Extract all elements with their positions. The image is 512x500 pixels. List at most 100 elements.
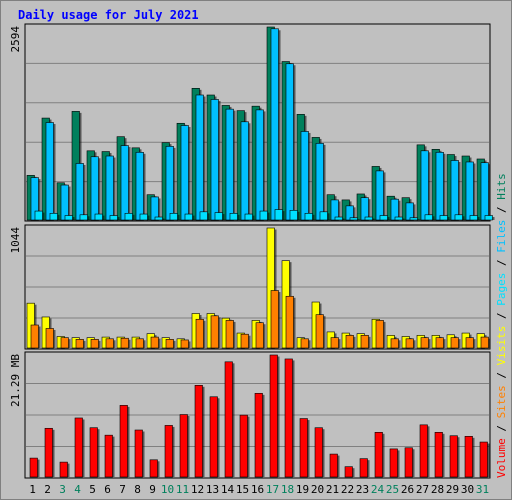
bar-sites-day-16 xyxy=(255,322,264,349)
bar-sites-day-14 xyxy=(225,320,234,349)
bar-pages-day-1 xyxy=(34,210,43,221)
bar-volume-day-4 xyxy=(74,417,83,478)
x-tick-label-day-22: 22 xyxy=(341,483,354,496)
bar-sites-day-20 xyxy=(315,314,324,349)
bar-pages-day-5 xyxy=(94,213,103,221)
legend: Volume / Sites / Visits / Pages / Files … xyxy=(495,173,508,478)
x-tick-label-day-21: 21 xyxy=(326,483,339,496)
bar-sites-day-26 xyxy=(405,338,414,349)
x-tick-label-day-26: 26 xyxy=(401,483,414,496)
bar-sites-day-12 xyxy=(195,318,204,349)
bar-pages-day-25 xyxy=(394,216,403,221)
bar-sites-day-19 xyxy=(300,338,309,349)
bar-files-day-5 xyxy=(90,156,99,221)
bar-sites-day-1 xyxy=(30,324,39,349)
bar-volume-day-27 xyxy=(419,424,428,478)
x-tick-label-day-6: 6 xyxy=(104,483,111,496)
legend-sites: Sites xyxy=(495,385,508,418)
x-tick-label-day-20: 20 xyxy=(311,483,324,496)
x-tick-label-day-12: 12 xyxy=(191,483,204,496)
bar-volume-day-28 xyxy=(434,432,443,478)
x-tick-label-day-2: 2 xyxy=(44,483,51,496)
bar-sites-day-3 xyxy=(60,337,69,349)
x-tick-label-day-10: 10 xyxy=(161,483,174,496)
bar-sites-day-13 xyxy=(210,315,219,349)
bar-volume-day-14 xyxy=(224,361,233,478)
bar-sites-day-31 xyxy=(480,336,489,349)
bar-files-day-2 xyxy=(45,122,54,221)
bar-sites-day-30 xyxy=(465,337,474,349)
bar-pages-day-20 xyxy=(319,211,328,221)
x-tick-label-day-30: 30 xyxy=(461,483,474,496)
y-max-label-volume: 21.29 MB xyxy=(9,354,22,407)
x-tick-label-day-14: 14 xyxy=(221,483,235,496)
bar-pages-day-14 xyxy=(229,213,238,221)
x-tick-label-day-5: 5 xyxy=(89,483,96,496)
bar-volume-day-16 xyxy=(254,393,263,478)
x-tick-label-day-23: 23 xyxy=(356,483,369,496)
bar-sites-day-15 xyxy=(240,333,249,349)
x-tick-label-day-8: 8 xyxy=(134,483,141,496)
bar-pages-day-27 xyxy=(424,214,433,221)
bar-pages-day-3 xyxy=(64,215,73,221)
bar-pages-day-30 xyxy=(469,215,478,221)
bar-sites-day-18 xyxy=(285,295,294,349)
x-tick-label-day-9: 9 xyxy=(149,483,156,496)
bar-files-day-14 xyxy=(225,108,234,221)
bar-sites-day-25 xyxy=(390,338,399,349)
bar-volume-day-17 xyxy=(269,354,278,478)
y-max-label-hits_files_pages: 2594 xyxy=(9,26,22,53)
bar-volume-day-30 xyxy=(464,436,473,478)
bar-pages-day-7 xyxy=(124,213,133,221)
bar-files-day-11 xyxy=(180,125,189,221)
bar-pages-day-12 xyxy=(199,211,208,221)
x-tick-label-day-15: 15 xyxy=(236,483,249,496)
bar-pages-day-15 xyxy=(244,213,253,221)
bar-volume-day-3 xyxy=(59,461,68,478)
legend-separator: / xyxy=(495,365,508,385)
bar-volume-day-1 xyxy=(29,457,38,478)
bar-sites-day-5 xyxy=(90,339,99,349)
bar-volume-day-12 xyxy=(194,385,203,478)
legend-pages: Pages xyxy=(495,273,508,306)
bar-files-day-24 xyxy=(375,170,384,221)
bar-pages-day-6 xyxy=(109,215,118,221)
bar-volume-day-8 xyxy=(134,429,143,478)
bar-files-day-16 xyxy=(255,109,264,221)
bar-pages-day-10 xyxy=(169,213,178,221)
chart-title: Daily usage for July 2021 xyxy=(18,8,199,22)
x-tick-label-day-3: 3 xyxy=(59,483,66,496)
bar-files-day-28 xyxy=(435,151,444,221)
bar-files-day-15 xyxy=(240,121,249,221)
bar-files-day-31 xyxy=(480,162,489,221)
bar-files-day-27 xyxy=(420,150,429,221)
bar-sites-day-23 xyxy=(360,335,369,349)
bar-volume-day-15 xyxy=(239,414,248,478)
x-tick-label-day-24: 24 xyxy=(371,483,385,496)
bar-volume-day-31 xyxy=(479,441,488,478)
legend-separator: / xyxy=(495,253,508,273)
bar-files-day-13 xyxy=(210,99,219,221)
bar-pages-day-17 xyxy=(274,209,283,221)
bar-volume-day-11 xyxy=(179,414,188,478)
x-tick-label-day-19: 19 xyxy=(296,483,309,496)
legend-separator: / xyxy=(495,200,508,220)
bar-pages-day-19 xyxy=(304,213,313,221)
bar-files-day-18 xyxy=(285,63,294,221)
bar-sites-day-2 xyxy=(45,328,54,349)
bar-sites-day-7 xyxy=(120,337,129,349)
x-tick-label-day-25: 25 xyxy=(386,483,399,496)
x-tick-label-day-7: 7 xyxy=(119,483,126,496)
x-tick-label-day-27: 27 xyxy=(416,483,429,496)
bar-sites-day-4 xyxy=(75,339,84,349)
x-tick-label-day-28: 28 xyxy=(431,483,444,496)
bars-layer xyxy=(26,26,495,478)
x-tick-label-day-29: 29 xyxy=(446,483,459,496)
x-tick-label-day-4: 4 xyxy=(74,483,81,496)
bar-files-day-29 xyxy=(450,160,459,221)
bar-pages-day-2 xyxy=(49,213,58,221)
bar-pages-day-4 xyxy=(79,214,88,221)
bar-files-day-4 xyxy=(75,163,84,221)
bar-pages-day-16 xyxy=(259,210,268,221)
